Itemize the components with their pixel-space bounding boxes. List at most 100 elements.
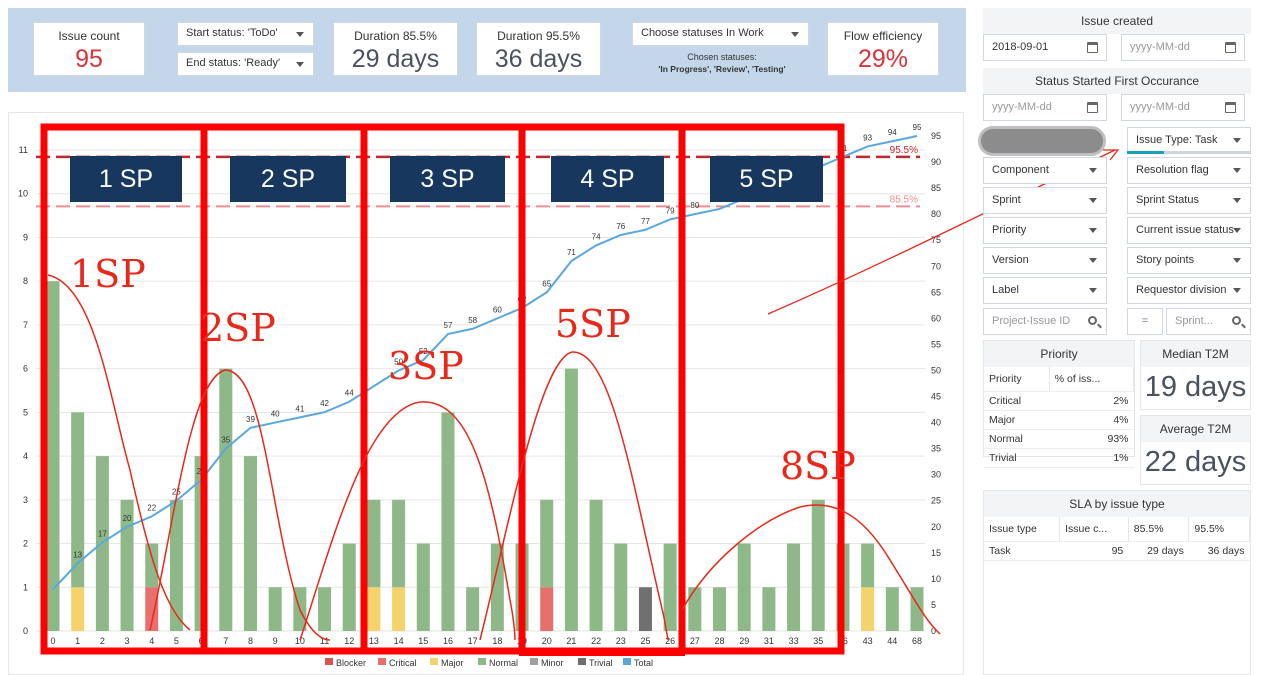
bar-critical <box>145 587 159 631</box>
bar-major <box>367 587 381 631</box>
bar-normal <box>416 543 430 631</box>
right-axis-tick-label: 50 <box>931 365 941 375</box>
bar-normal <box>441 412 455 631</box>
x-axis-tick-label: 36 <box>838 636 848 646</box>
filter-select-label[interactable]: Label <box>983 277 1107 304</box>
project-issue-input[interactable]: Project-Issue ID <box>983 308 1107 335</box>
flow-efficiency-label: Flow efficiency <box>843 29 923 43</box>
table-row: Major 4% <box>984 410 1134 430</box>
created-to-input[interactable]: yyyy-MM-dd <box>1121 34 1245 61</box>
bar-normal <box>663 543 677 631</box>
bar-normal <box>392 499 406 588</box>
chevron-down-icon <box>1233 228 1241 233</box>
issue-type-label: Issue Type: Task <box>1136 134 1218 146</box>
table-row: Trivial 1% <box>984 448 1134 468</box>
end-status-select[interactable]: End status: 'Ready' <box>177 52 314 76</box>
total-data-label: 58 <box>468 316 477 325</box>
bar-normal <box>268 587 282 631</box>
chevron-down-icon <box>296 32 304 37</box>
column-header[interactable]: Issue c... <box>1059 517 1129 542</box>
bar-normal <box>145 543 159 588</box>
started-to-placeholder: yyyy-MM-dd <box>1130 101 1190 113</box>
filter-select-version[interactable]: Version <box>983 247 1107 274</box>
right-axis-tick-label: 80 <box>931 209 941 219</box>
search-icon[interactable] <box>1088 316 1097 325</box>
left-axis-tick-label: 6 <box>23 364 28 374</box>
handwritten-note: 2SP <box>200 306 276 350</box>
bar-major <box>392 587 406 631</box>
total-data-label: 41 <box>295 404 304 413</box>
table-cell: Major <box>984 410 1050 430</box>
column-header[interactable]: 85.5% <box>1128 517 1190 542</box>
started-to-input[interactable]: yyyy-MM-dd <box>1121 94 1245 121</box>
legend-label: Critical <box>389 658 417 668</box>
total-data-label: 65 <box>542 279 551 288</box>
x-axis-tick-label: 1 <box>75 636 80 646</box>
bar-critical <box>540 587 554 631</box>
filter-select-sprint-status[interactable]: Sprint Status <box>1127 187 1251 214</box>
filter-select-label: Sprint Status <box>1136 194 1199 206</box>
x-axis-tick-label: 6 <box>199 636 204 646</box>
priority-table: Priority % of iss... Critical 2% Major 4% No… <box>984 367 1135 468</box>
filter-select-label: Resolution flag <box>1136 164 1209 176</box>
status-started-title: Status Started First Occurance <box>983 68 1251 94</box>
column-header[interactable]: Priority <box>984 367 1050 392</box>
x-axis-tick-label: 18 <box>492 636 502 646</box>
filter-select-component[interactable]: Component <box>983 157 1107 184</box>
x-axis-tick-label: 7 <box>223 636 228 646</box>
legend-label: Blocker <box>336 658 366 668</box>
calendar-icon[interactable] <box>1225 102 1236 113</box>
handwritten-note: 1SP <box>70 252 146 296</box>
right-axis-tick-label: 85 <box>931 183 941 193</box>
right-axis-tick-label: 60 <box>931 313 941 323</box>
bar-normal <box>490 543 504 631</box>
chosen-statuses-label: Chosen statuses: <box>687 52 757 62</box>
x-axis-tick-label: 0 <box>50 636 55 646</box>
total-data-label: 77 <box>641 217 650 226</box>
start-status-label: Start status: 'ToDo' <box>186 27 278 39</box>
sprint-search-input[interactable]: Sprint... <box>1166 308 1251 335</box>
column-header[interactable]: 95.5% <box>1188 517 1250 542</box>
table-cell: 1% <box>1049 448 1134 468</box>
filter-select-label: Priority <box>992 224 1027 236</box>
left-axis-tick-label: 2 <box>23 539 28 549</box>
table-cell: 36 days <box>1188 541 1250 561</box>
right-axis-tick-label: 15 <box>931 548 941 558</box>
filter-select-sprint[interactable]: Sprint <box>983 187 1107 214</box>
started-from-input[interactable]: yyyy-MM-dd <box>983 94 1107 121</box>
column-header[interactable]: % of iss... <box>1049 367 1135 392</box>
calendar-icon[interactable] <box>1225 42 1236 53</box>
filter-select-priority[interactable]: Priority <box>983 217 1107 244</box>
left-axis-tick-label: 0 <box>23 626 28 636</box>
total-data-label: 71 <box>567 248 576 257</box>
column-header[interactable]: Issue type <box>984 517 1061 542</box>
bar-normal <box>589 499 603 631</box>
left-axis-tick-label: 4 <box>23 451 28 461</box>
search-icon[interactable] <box>1232 316 1241 325</box>
issue-type-select[interactable]: Issue Type: Task <box>1127 127 1251 154</box>
filter-select-resolution-flag[interactable]: Resolution flag <box>1127 157 1251 184</box>
filter-select-current-issue-status[interactable]: Current issue status <box>1127 217 1251 244</box>
legend-label: Normal <box>489 658 518 668</box>
x-axis-tick-label: 35 <box>813 636 823 646</box>
table-row: Normal 93% <box>984 429 1134 449</box>
calendar-icon[interactable] <box>1087 102 1098 113</box>
work-statuses-select[interactable]: Choose statuses In Work <box>632 22 809 46</box>
filter-select-story-points[interactable]: Story points <box>1127 247 1251 274</box>
filter-select-requestor-division[interactable]: Requestor division <box>1127 277 1251 304</box>
operator-select[interactable]: = <box>1127 308 1163 335</box>
total-data-label: 57 <box>444 321 453 330</box>
bar-normal <box>540 499 554 588</box>
right-axis-tick-label: 20 <box>931 522 941 532</box>
sla-panel: SLA by issue type Issue type Issue c... … <box>983 490 1251 675</box>
right-axis-tick-label: 25 <box>931 496 941 506</box>
chevron-down-icon <box>1089 258 1097 263</box>
issue-count-value: 95 <box>75 45 103 73</box>
created-from-input[interactable]: 2018-09-01 <box>983 34 1107 61</box>
progress-track <box>1127 151 1251 154</box>
bar-normal <box>787 543 801 631</box>
duration-95-label: Duration 95.5% <box>497 29 580 43</box>
table-cell: 29 days <box>1128 541 1189 561</box>
start-status-select[interactable]: Start status: 'ToDo' <box>177 22 314 46</box>
calendar-icon[interactable] <box>1087 42 1098 53</box>
